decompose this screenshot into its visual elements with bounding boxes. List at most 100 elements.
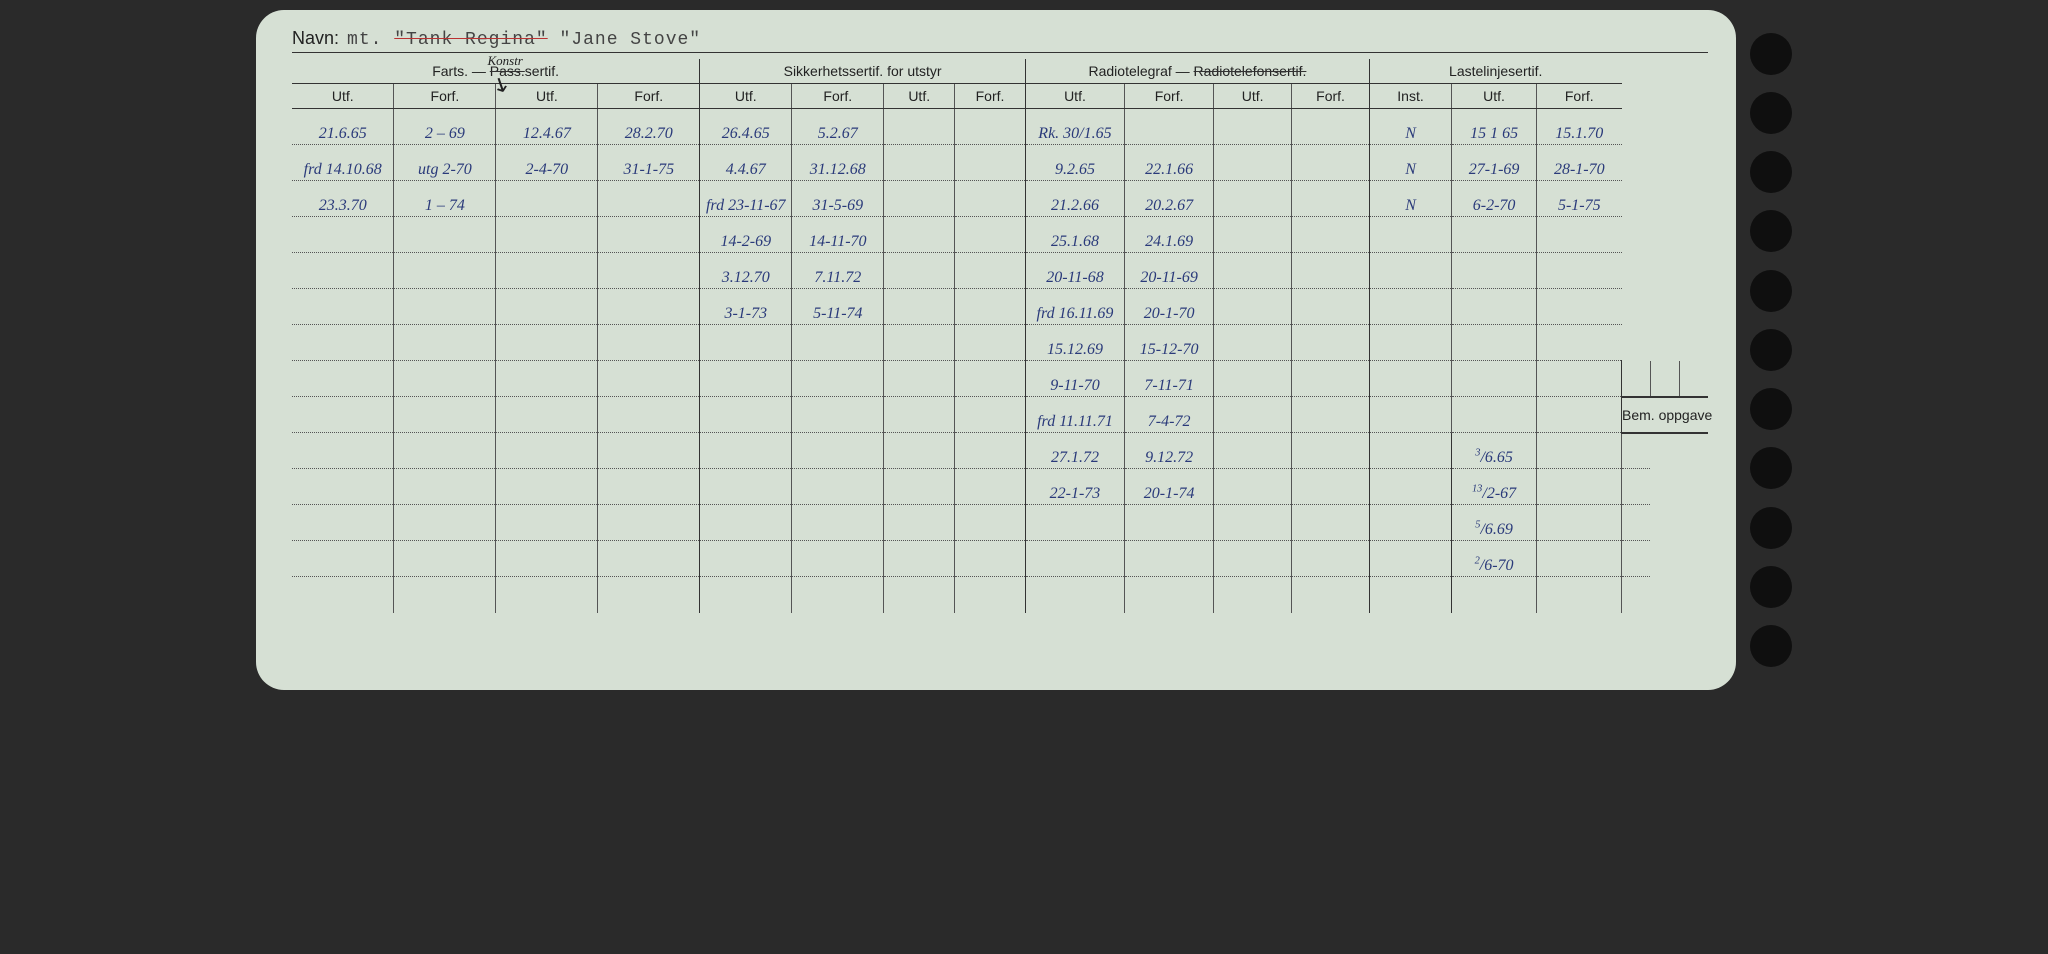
cell	[792, 325, 884, 361]
cell	[1214, 469, 1292, 505]
cell: 7-11-71	[1125, 361, 1214, 397]
cell	[1125, 109, 1214, 145]
cell	[1679, 361, 1708, 397]
cell	[1292, 469, 1370, 505]
col-forf: Forf.	[955, 84, 1026, 109]
table-row: 15.12.6915-12-70	[292, 325, 1708, 361]
cell	[292, 577, 394, 613]
cell	[955, 289, 1026, 325]
cell	[792, 433, 884, 469]
col-forf: Forf.	[792, 84, 884, 109]
hole-icon	[1750, 151, 1792, 193]
table-row: 21.6.652 – 6912.4.6728.2.7026.4.655.2.67…	[292, 109, 1708, 145]
cell	[292, 469, 394, 505]
cell: frd 11.11.71	[1025, 397, 1124, 433]
cell: 22.1.66	[1125, 145, 1214, 181]
table-row: 3.12.707.11.7220-11-6820-11-69	[292, 253, 1708, 289]
cell	[884, 505, 955, 541]
col-utf: Utf.	[884, 84, 955, 109]
cell	[884, 109, 955, 145]
cell: 4.4.67	[700, 145, 792, 181]
cell: 15.12.69	[1025, 325, 1124, 361]
hole-icon	[1750, 625, 1792, 667]
bem-cell: 5/6.69	[1452, 505, 1537, 541]
cell	[598, 433, 700, 469]
cell	[1214, 181, 1292, 217]
cell	[394, 541, 496, 577]
cell: Rk. 30/1.65	[1025, 109, 1124, 145]
table-row: 9-11-707-11-71	[292, 361, 1708, 397]
cell	[394, 325, 496, 361]
cell	[955, 541, 1026, 577]
cell	[1369, 397, 1451, 433]
cell: 21.6.65	[292, 109, 394, 145]
cell	[292, 289, 394, 325]
cell	[955, 181, 1026, 217]
cell	[1292, 325, 1370, 361]
cell	[394, 577, 496, 613]
cell: 3-1-73	[700, 289, 792, 325]
cell: 9-11-70	[1025, 361, 1124, 397]
cell	[1025, 505, 1124, 541]
hole-icon	[1750, 507, 1792, 549]
table-row: frd 11.11.717-4-72Bem. oppgave	[292, 397, 1708, 433]
cell	[292, 217, 394, 253]
cell: 15-12-70	[1125, 325, 1214, 361]
cell: 20-11-69	[1125, 253, 1214, 289]
cell	[1292, 217, 1370, 253]
cell	[1214, 577, 1292, 613]
cell	[292, 325, 394, 361]
cell	[598, 505, 700, 541]
cell	[700, 469, 792, 505]
cell: 23.3.70	[292, 181, 394, 217]
cell	[1025, 541, 1124, 577]
cell: 20-11-68	[1025, 253, 1124, 289]
cell	[1537, 361, 1622, 397]
cell	[792, 541, 884, 577]
table-row: 3-1-735-11-74frd 16.11.6920-1-70	[292, 289, 1708, 325]
hole-icon	[1750, 92, 1792, 134]
cell	[292, 361, 394, 397]
cell	[496, 325, 598, 361]
cell	[496, 577, 598, 613]
cell: 7-4-72	[1125, 397, 1214, 433]
cell	[1125, 505, 1214, 541]
cell: 31-1-75	[598, 145, 700, 181]
cell	[792, 505, 884, 541]
bem-cell	[1537, 505, 1622, 541]
cell: 20-1-74	[1125, 469, 1214, 505]
cell	[1292, 289, 1370, 325]
cell	[884, 325, 955, 361]
hdr-farts: Farts. — Pass.sertif. Konstr ↘	[292, 59, 700, 84]
cell	[1369, 361, 1451, 397]
cell	[700, 577, 792, 613]
header-groups: Farts. — Pass.sertif. Konstr ↘ Sikkerhet…	[292, 59, 1708, 84]
cell: 2 – 69	[394, 109, 496, 145]
hole-icon	[1750, 210, 1792, 252]
bem-cell	[1537, 433, 1622, 469]
cell: 12.4.67	[496, 109, 598, 145]
cell	[598, 253, 700, 289]
hole-icon	[1750, 329, 1792, 371]
cell	[1292, 397, 1370, 433]
hole-icon	[1750, 270, 1792, 312]
cell	[1369, 433, 1451, 469]
cell	[884, 145, 955, 181]
cell: 2-4-70	[496, 145, 598, 181]
cell	[598, 397, 700, 433]
cell	[496, 253, 598, 289]
cell	[1537, 325, 1622, 361]
cell: 25.1.68	[1025, 217, 1124, 253]
page-wrap: Navn: mt. "Tank Regina" "Jane Stove" Far…	[256, 10, 1792, 690]
cell	[1292, 253, 1370, 289]
record-card: Navn: mt. "Tank Regina" "Jane Stove" Far…	[256, 10, 1736, 690]
cell	[1214, 361, 1292, 397]
cell	[1214, 397, 1292, 433]
cell	[1214, 217, 1292, 253]
table-row: 27.1.729.12.723/6.65	[292, 433, 1708, 469]
col-forf: Forf.	[1537, 84, 1622, 109]
cell	[1650, 361, 1679, 397]
bem-cell	[1537, 577, 1622, 613]
cell	[884, 217, 955, 253]
hole-icon	[1750, 566, 1792, 608]
